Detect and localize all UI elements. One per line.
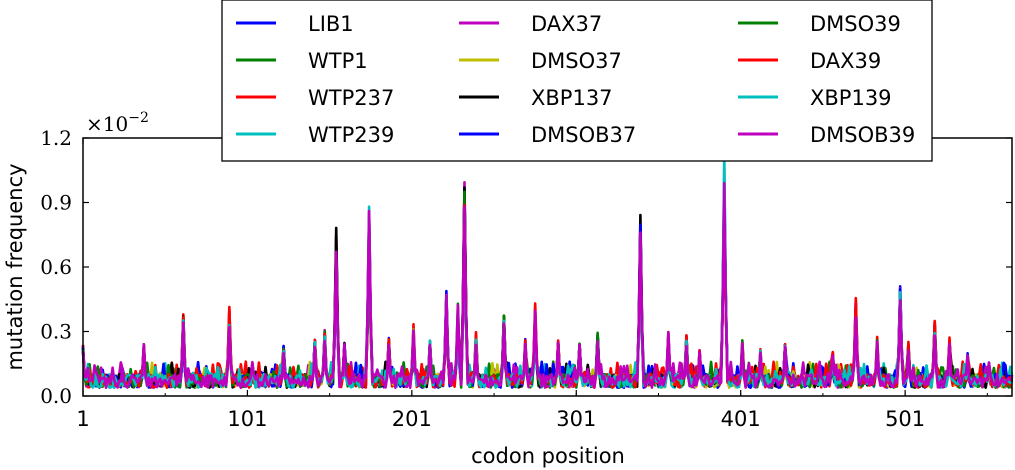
legend-label: LIB1 [308, 12, 354, 36]
legend-label: DMSOB37 [531, 123, 636, 147]
x-tick-label: 401 [721, 407, 761, 431]
x-tick-label: 301 [556, 407, 596, 431]
x-tick-label: 101 [227, 407, 267, 431]
y-tick-label: 0.3 [40, 320, 72, 344]
legend: LIB1 WTP1 WTP237 WTP239 DAX37 DMSO37 XBP137 DMS… [221, 0, 933, 162]
ticks-layer: 1 101 201 301 401 501 0.0 0.3 0.6 0.9 1.2 [40, 126, 1012, 431]
y-multiplier: ×10−2 [86, 110, 149, 136]
legend-label: DAX37 [531, 12, 602, 36]
y-tick-label: 1.2 [40, 126, 72, 150]
x-tick-label: 201 [392, 407, 432, 431]
x-tick-label: 1 [76, 407, 89, 431]
legend-label: XBP139 [810, 86, 892, 110]
y-multiplier-exponent: −2 [128, 110, 149, 126]
y-tick-label: 0.0 [40, 384, 72, 408]
legend-label: DAX39 [810, 49, 881, 73]
series-layer [81, 158, 1014, 390]
y-tick-label: 0.6 [40, 255, 72, 279]
y-axis-label: mutation frequency [3, 163, 27, 370]
x-axis-label: codon position [471, 444, 625, 468]
legend-label: WTP1 [308, 49, 368, 73]
legend-label: DMSO37 [531, 49, 622, 73]
legend-label: DMSO39 [810, 12, 901, 36]
y-multiplier-base: ×10 [86, 112, 128, 136]
legend-label: WTP237 [308, 86, 394, 110]
legend-label: XBP137 [531, 86, 613, 110]
x-tick-label: 501 [885, 407, 925, 431]
legend-label: DMSOB39 [810, 123, 915, 147]
series-line-dmsob39 [81, 181, 1014, 390]
legend-box [221, 0, 933, 162]
y-tick-label: 0.9 [40, 191, 72, 215]
legend-label: WTP239 [308, 123, 394, 147]
